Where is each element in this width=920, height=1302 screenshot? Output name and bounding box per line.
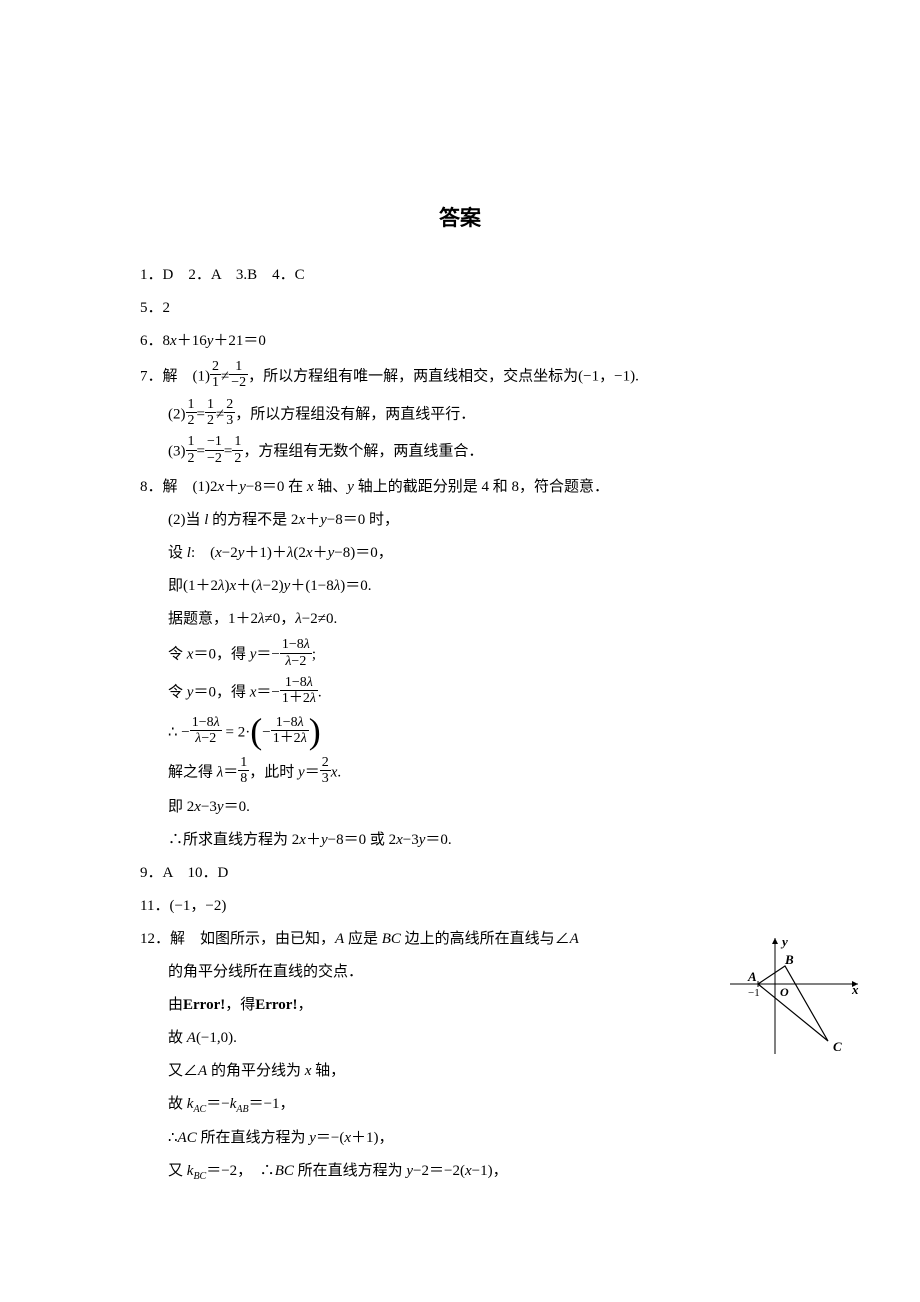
q12-diagram: x y O −1 A B C <box>730 936 860 1066</box>
answer-9-10: 9．A 10．D <box>140 860 780 887</box>
answer-6: 6．8x＋16y＋21＝0 <box>140 328 780 355</box>
answer-1-4: 1．D 2．A 3.B 4．C <box>140 262 780 289</box>
answer-8-line10: 即 2x−3y＝0. <box>140 794 780 821</box>
answer-12-line8: 又 kBC＝−2， ∴BC 所在直线方程为 y−2＝−2(x−1)， <box>140 1158 780 1186</box>
answer-8-line6: 令 x＝0，得 y＝−1−8λλ−2; <box>140 639 780 671</box>
page-title: 答案 <box>140 200 780 238</box>
answer-12-line4: 故 A(−1,0). <box>140 1025 780 1052</box>
answer-5: 5．2 <box>140 295 780 322</box>
answer-7-part2: (2)12=12≠23，所以方程组没有解，两直线平行． <box>140 399 780 431</box>
answer-8-line9: 解之得 λ＝18，此时 y＝23x. <box>140 757 780 789</box>
answer-12-line7: ∴AC 所在直线方程为 y＝−(x＋1)， <box>140 1125 780 1152</box>
answer-8-line4: 即(1＋2λ)x＋(λ−2)y＋(1−8λ)＝0. <box>140 573 780 600</box>
answer-7-part1: 7．解 (1)21≠1−2，所以方程组有唯一解，两直线相交，交点坐标为(−1，−… <box>140 361 780 393</box>
answer-12-line6: 故 kAC＝−kAB＝−1， <box>140 1091 780 1119</box>
answer-12-line3: 由Error!，得Error!， <box>140 992 780 1019</box>
answer-8-line5: 据题意，1＋2λ≠0，λ−2≠0. <box>140 606 780 633</box>
answer-7-part3: (3)12=−1−2=12，方程组有无数个解，两直线重合． <box>140 436 780 468</box>
answer-8-line8: ∴ −1−8λλ−2 = 2·(−1−8λ1＋2λ) <box>140 715 780 751</box>
svg-text:C: C <box>833 1039 842 1054</box>
answer-8-line1: 8．解 (1)2x＋y−8＝0 在 x 轴、y 轴上的截距分别是 4 和 8，符… <box>140 474 780 501</box>
svg-text:x: x <box>851 982 859 997</box>
answer-8-line11: ∴所求直线方程为 2x＋y−8＝0 或 2x−3y＝0. <box>140 827 780 854</box>
svg-text:O: O <box>780 985 789 999</box>
answer-8-line3: 设 l: (x−2y＋1)＋λ(2x＋y−8)＝0， <box>140 540 780 567</box>
svg-text:−1: −1 <box>748 987 760 999</box>
svg-text:y: y <box>780 936 788 949</box>
answer-11: 11．(−1，−2) <box>140 893 780 920</box>
answer-12-line1: 12．解 如图所示，由已知，A 应是 BC 边上的高线所在直线与∠A <box>140 926 780 953</box>
answer-12-line5: 又∠A 的角平分线为 x 轴， <box>140 1058 780 1085</box>
answer-8-line2: (2)当 l 的方程不是 2x＋y−8＝0 时， <box>140 507 780 534</box>
svg-text:A: A <box>747 969 757 984</box>
answer-12-line2: 的角平分线所在直线的交点． <box>140 959 780 986</box>
answer-8-line7: 令 y＝0，得 x＝−1−8λ1＋2λ. <box>140 677 780 709</box>
svg-text:B: B <box>784 952 794 967</box>
